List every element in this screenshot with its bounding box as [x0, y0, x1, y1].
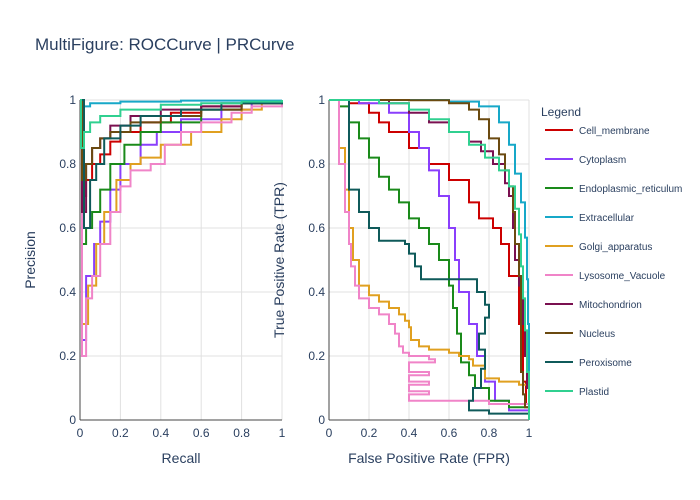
roc-chart: 0 0.2 0.4 0.6 0.8 1 0 0.2 0.4 0.6 0.8 1 False Positi… [271, 93, 533, 466]
figure-title: MultiFigure: ROCCurve | PRCurve [35, 35, 294, 54]
pr-y-tick-label: 0.6 [59, 221, 76, 235]
legend-item-endoplasmic-reticulum[interactable]: Endoplasmic_reticulum [545, 184, 682, 195]
legend: Legend Cell_membrane Cytoplasm Endoplasmic… [541, 105, 682, 398]
roc-y-tick-label: 0.2 [308, 349, 325, 363]
legend-item-extracellular[interactable]: Extracellular [545, 213, 635, 224]
legend-label: Plastid [579, 387, 609, 398]
pr-x-axis-title: Recall [162, 450, 201, 466]
pr-series-plastid[interactable] [80, 99, 283, 149]
pr-y-tick-label: 0 [69, 413, 76, 427]
pr-x-tick-label: 0.8 [233, 426, 250, 440]
legend-label: Mitochondrion [579, 300, 642, 311]
pr-y-tick-label: 0.4 [59, 285, 76, 299]
legend-title: Legend [541, 105, 581, 119]
roc-y-tick-label: 0.8 [308, 157, 325, 171]
pr-x-tick-label: 0 [77, 426, 84, 440]
roc-y-tick-label: 1 [318, 93, 325, 107]
roc-x-tick-label: 0.6 [441, 426, 458, 440]
roc-y-axis-title: True Positive Rate (TPR) [271, 182, 287, 338]
roc-y-tick-label: 0.6 [308, 221, 325, 235]
legend-item-cell-membrane[interactable]: Cell_membrane [545, 126, 650, 137]
legend-label: Golgi_apparatus [579, 242, 652, 253]
legend-label: Cell_membrane [579, 126, 650, 137]
pr-y-axis-title: Precision [22, 231, 38, 289]
pr-series-nucleus[interactable] [80, 99, 283, 181]
legend-label: Lysosome_Vacuole [579, 271, 666, 282]
pr-y-tick-label: 0.8 [59, 157, 76, 171]
roc-series-plastid[interactable] [329, 99, 530, 420]
pr-x-tick-label: 0.4 [152, 426, 169, 440]
roc-x-tick-label: 0.4 [401, 426, 418, 440]
legend-item-golgi-apparatus[interactable]: Golgi_apparatus [545, 242, 652, 253]
legend-item-lysosome-vacuole[interactable]: Lysosome_Vacuole [545, 271, 666, 282]
roc-series-extracellular[interactable] [329, 99, 530, 420]
plots-container: 0 0.2 0.4 0.6 0.8 1 0 0.2 0.4 0.6 0.8 1 Recall Precis… [22, 93, 533, 466]
pr-x-tick-label: 0.6 [193, 426, 210, 440]
roc-series-peroxisome[interactable] [329, 99, 530, 420]
pr-x-tick-label: 1 [279, 426, 286, 440]
pr-series-mitochondrion[interactable] [80, 99, 283, 213]
roc-x-tick-label: 1 [526, 426, 533, 440]
pr-series-peroxisome[interactable] [80, 99, 283, 229]
roc-series-endoplasmic-reticulum[interactable] [329, 99, 530, 420]
roc-x-tick-label: 0.8 [481, 426, 498, 440]
legend-label: Peroxisome [579, 358, 632, 369]
legend-label: Cytoplasm [579, 155, 626, 166]
legend-item-peroxisome[interactable]: Peroxisome [545, 358, 632, 369]
pr-series-lysosome-vacuole[interactable] [80, 99, 283, 357]
pr-y-tick-label: 1 [69, 93, 76, 107]
roc-x-axis-title: False Positive Rate (FPR) [348, 450, 510, 466]
legend-label: Extracellular [579, 213, 635, 224]
roc-x-tick-label: 0 [326, 426, 333, 440]
roc-series-golgi-apparatus[interactable] [329, 99, 530, 420]
pr-y-tick-label: 0.2 [59, 349, 76, 363]
legend-item-plastid[interactable]: Plastid [545, 387, 609, 398]
pr-chart: 0 0.2 0.4 0.6 0.8 1 0 0.2 0.4 0.6 0.8 1 Recall Precis… [22, 93, 286, 466]
pr-x-tick-label: 0.2 [112, 426, 129, 440]
roc-series-lysosome-vacuole[interactable] [329, 99, 530, 420]
legend-item-nucleus[interactable]: Nucleus [545, 329, 615, 340]
legend-label: Endoplasmic_reticulum [579, 184, 682, 195]
legend-item-mitochondrion[interactable]: Mitochondrion [545, 300, 642, 311]
roc-y-tick-label: 0.4 [308, 285, 325, 299]
legend-item-cytoplasm[interactable]: Cytoplasm [545, 155, 626, 166]
roc-y-tick-label: 0 [318, 413, 325, 427]
roc-x-tick-label: 0.2 [361, 426, 378, 440]
legend-label: Nucleus [579, 329, 615, 340]
